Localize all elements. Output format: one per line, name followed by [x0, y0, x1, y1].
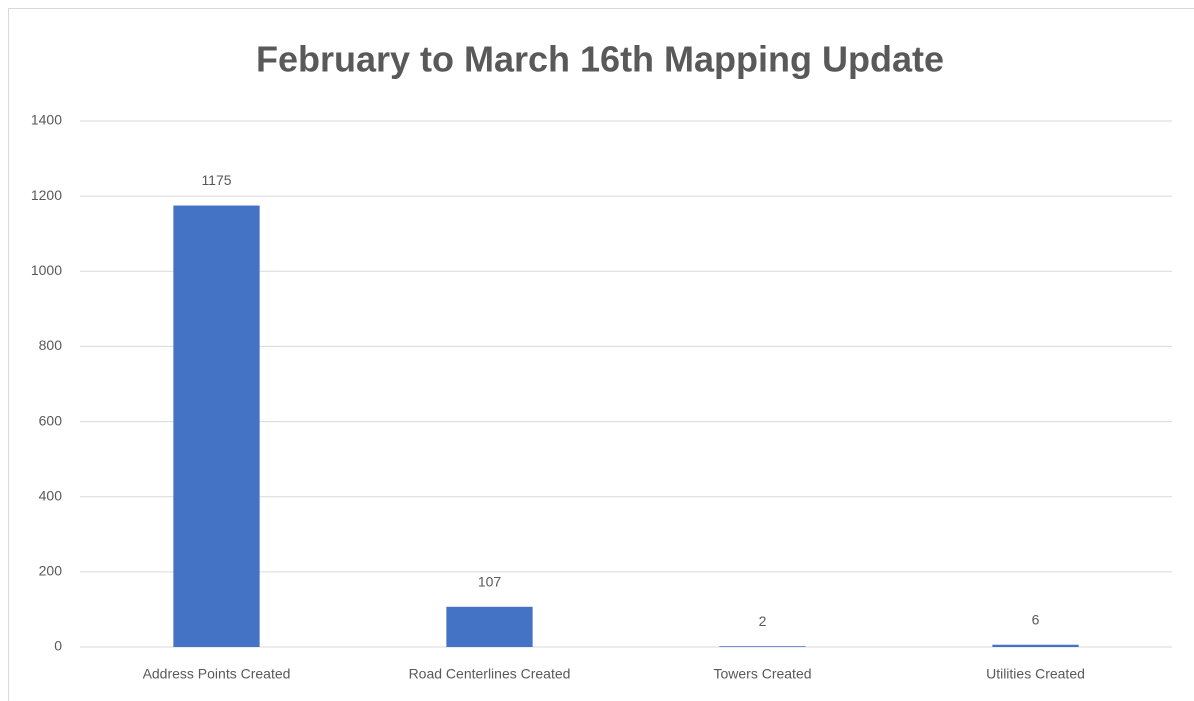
bar — [992, 644, 1079, 647]
bar — [173, 205, 260, 648]
x-tick-label: Towers Created — [713, 666, 811, 682]
x-tick-label: Address Points Created — [143, 666, 291, 682]
x-tick-label: Utilities Created — [986, 666, 1085, 682]
data-label: 6 — [1032, 611, 1040, 627]
data-label: 2 — [759, 613, 767, 629]
x-tick-label: Road Centerlines Created — [409, 666, 571, 682]
y-tick-label: 1400 — [31, 112, 62, 128]
data-label: 1175 — [201, 172, 231, 188]
y-tick-label: 800 — [39, 337, 63, 353]
y-tick-label: 400 — [39, 487, 63, 503]
y-tick-label: 0 — [54, 638, 62, 654]
bar — [446, 606, 533, 647]
y-tick-label: 1200 — [31, 187, 62, 203]
bar — [719, 646, 806, 647]
y-tick-label: 600 — [39, 412, 63, 428]
y-tick-label: 1000 — [31, 262, 62, 278]
data-label: 107 — [478, 574, 502, 590]
y-tick-label: 200 — [39, 563, 63, 579]
chart-title: February to March 16th Mapping Update — [256, 39, 944, 80]
